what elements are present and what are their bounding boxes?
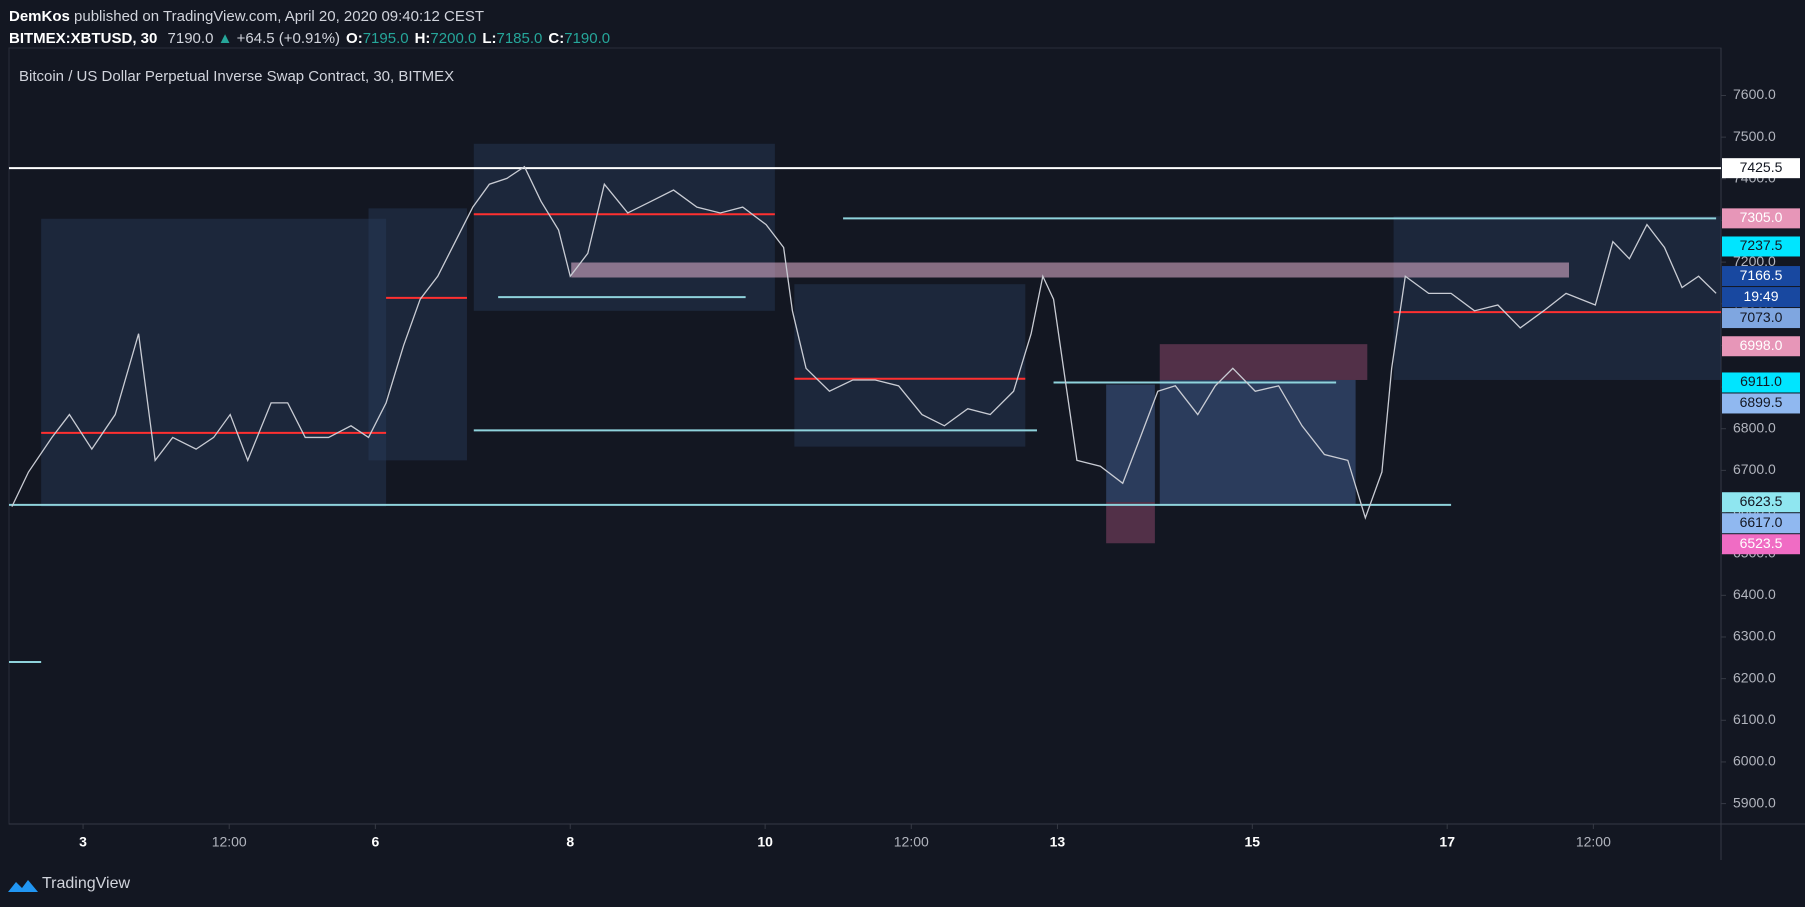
y-tick-label: 6700.0 [1733, 461, 1776, 477]
zone [41, 218, 387, 507]
y-tick-label: 6300.0 [1733, 628, 1776, 644]
logo-icon [8, 880, 38, 892]
price-label: 6623.5 [1740, 493, 1783, 509]
ohlc-key: O: [346, 30, 363, 47]
zone [1106, 502, 1155, 544]
x-tick-label: 10 [757, 834, 773, 850]
price-label: 6998.0 [1740, 337, 1783, 353]
x-tick-label: 6 [371, 834, 379, 850]
price-label-box [1722, 492, 1800, 513]
change: +64.5 (+0.91%) [236, 30, 341, 47]
last: 7190.0 [167, 30, 214, 47]
logo [8, 880, 38, 892]
price-label-box [1722, 287, 1800, 308]
ohlc-key: L: [482, 30, 497, 47]
brand: TradingView [42, 875, 130, 892]
chart-title: Bitcoin / US Dollar Perpetual Inverse Sw… [19, 68, 454, 85]
ohlc-value: 7185.0 [496, 30, 543, 47]
price-label-box [1722, 158, 1800, 179]
ohlc-key: H: [414, 30, 431, 47]
price-label-box [1722, 393, 1800, 414]
price-label: 7305.0 [1740, 209, 1783, 225]
price-label: 7425.5 [1740, 159, 1783, 175]
ohlc-key: C: [548, 30, 565, 47]
ohlc-value: 7195.0 [362, 30, 409, 47]
y-tick-label: 7600.0 [1733, 86, 1776, 102]
x-tick-label: 12:00 [212, 834, 247, 850]
price-label: 6899.5 [1740, 394, 1783, 410]
x-tick-label: 12:00 [1576, 834, 1611, 850]
author: DemKos [9, 8, 70, 25]
zone [368, 208, 467, 461]
price-label: 6617.0 [1740, 514, 1783, 530]
zone [794, 284, 1026, 447]
ohlc-value: 7190.0 [564, 30, 611, 47]
ohlc: O:7195.0 H:7200.0 L:7185.0 C:7190.0 [340, 30, 610, 47]
price-line [11, 165, 1717, 520]
zone [1393, 216, 1721, 380]
symbol-line: BITMEX:XBTUSD, 30 7190.0 ▲ +64.5 (+0.91%… [9, 28, 610, 50]
y-tick-label: 6200.0 [1733, 669, 1776, 685]
y-tick-label: 5900.0 [1733, 794, 1776, 810]
y-tick-label: 6000.0 [1733, 753, 1776, 769]
published: published on TradingView.com, April 20, … [74, 8, 485, 25]
y-tick-label: 7500.0 [1733, 128, 1776, 144]
x-tick-label: 15 [1245, 834, 1261, 850]
price-label-box [1722, 208, 1800, 229]
price-label: 7166.5 [1740, 267, 1783, 283]
price-label-box [1722, 308, 1800, 329]
price-label: 6911.0 [1740, 373, 1782, 389]
price-label-box [1722, 372, 1800, 393]
zone [571, 262, 1569, 278]
arrow: ▲ [217, 30, 233, 47]
x-tick-label: 8 [566, 834, 574, 850]
price-label-box [1722, 513, 1800, 534]
y-tick-label: 6400.0 [1733, 586, 1776, 602]
x-tick-label: 3 [79, 834, 87, 850]
price-label-box [1722, 236, 1800, 257]
ohlc-value: 7200.0 [430, 30, 477, 47]
price-label-box [1722, 266, 1800, 287]
zone [1159, 379, 1356, 505]
header: DemKos published on TradingView.com, Apr… [9, 6, 610, 50]
plot-area [8, 47, 1722, 825]
price-label: 7073.0 [1740, 309, 1783, 325]
publish-line: DemKos published on TradingView.com, Apr… [9, 6, 610, 28]
y-tick-label: 6100.0 [1733, 711, 1776, 727]
zone [473, 143, 775, 311]
x-tick-label: 17 [1439, 834, 1455, 850]
y-tick-label: 6800.0 [1733, 419, 1776, 435]
price-label-box [1722, 336, 1800, 357]
plot [9, 143, 1721, 663]
x-tick-label: 13 [1050, 834, 1066, 850]
zone [1159, 344, 1368, 380]
x-tick-label: 12:00 [894, 834, 929, 850]
symbol: BITMEX:XBTUSD, 30 [9, 30, 158, 47]
price-label: 7237.5 [1740, 237, 1783, 253]
price-label: 6523.5 [1740, 535, 1783, 551]
price-label: 19:49 [1743, 288, 1778, 304]
y-tick-label: 7200.0 [1733, 253, 1776, 269]
price-label-box [1722, 534, 1800, 555]
zone [1106, 384, 1155, 503]
